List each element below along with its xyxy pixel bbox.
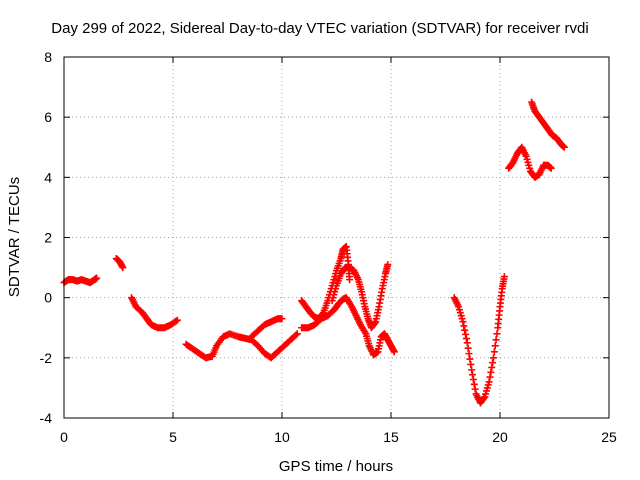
data-point bbox=[173, 316, 181, 324]
data-point bbox=[460, 322, 468, 330]
data-point bbox=[293, 330, 301, 338]
x-tick-label: 0 bbox=[60, 429, 68, 445]
data-point bbox=[119, 264, 127, 272]
data-point bbox=[463, 339, 471, 347]
x-tick-label: 25 bbox=[601, 429, 617, 445]
data-point bbox=[93, 274, 101, 282]
y-axis-label: SDTVAR / TECUs bbox=[6, 177, 23, 297]
data-point bbox=[491, 342, 499, 350]
data-point bbox=[466, 355, 474, 363]
x-tick-label: 20 bbox=[492, 429, 508, 445]
x-tick-label: 15 bbox=[383, 429, 399, 445]
data-point bbox=[292, 331, 300, 339]
data-point bbox=[492, 336, 500, 344]
data-point bbox=[480, 394, 488, 402]
y-tick-label: 8 bbox=[44, 49, 52, 65]
data-point bbox=[384, 261, 392, 269]
x-axis-label: GPS time / hours bbox=[279, 458, 393, 475]
data-point bbox=[390, 348, 398, 356]
y-tick-label: 4 bbox=[44, 169, 52, 185]
data-point bbox=[172, 317, 180, 325]
data-point bbox=[470, 380, 478, 388]
data-point bbox=[465, 350, 473, 358]
data-point bbox=[490, 348, 498, 356]
data-point bbox=[461, 326, 469, 334]
data-point bbox=[560, 143, 568, 151]
data-point bbox=[462, 330, 470, 338]
data-point bbox=[471, 385, 479, 393]
data-point bbox=[464, 344, 472, 352]
data-point bbox=[547, 164, 555, 172]
data-point bbox=[488, 363, 496, 371]
data-point bbox=[346, 276, 354, 284]
y-tick-label: 6 bbox=[44, 109, 52, 125]
data-point bbox=[486, 373, 494, 381]
data-marks bbox=[60, 98, 568, 407]
y-tick-label: 2 bbox=[44, 230, 52, 246]
grid-lines bbox=[64, 57, 609, 418]
data-point bbox=[468, 366, 476, 374]
x-tick-label: 5 bbox=[169, 429, 177, 445]
y-tick-label: -4 bbox=[40, 410, 53, 426]
data-point bbox=[489, 354, 497, 362]
y-tick-label: 0 bbox=[44, 290, 52, 306]
data-point bbox=[462, 335, 470, 343]
data-point bbox=[493, 330, 501, 338]
axis-ticks: 0 5 10 15 20 25 -4 -2 0 2 4 6 8 bbox=[40, 49, 617, 445]
y-tick-label: -2 bbox=[40, 350, 53, 366]
x-tick-label: 10 bbox=[274, 429, 290, 445]
data-point bbox=[459, 318, 467, 326]
data-point bbox=[469, 375, 477, 383]
data-point bbox=[278, 315, 286, 323]
data-point bbox=[467, 360, 475, 368]
plot-frame bbox=[63, 56, 610, 419]
data-point bbox=[371, 319, 379, 327]
chart-title: Day 299 of 2022, Sidereal Day-to-day VTE… bbox=[51, 20, 588, 37]
data-point bbox=[487, 368, 495, 376]
data-point bbox=[469, 371, 477, 379]
data-point bbox=[485, 378, 493, 386]
data-point bbox=[500, 273, 508, 281]
data-point bbox=[489, 359, 497, 367]
